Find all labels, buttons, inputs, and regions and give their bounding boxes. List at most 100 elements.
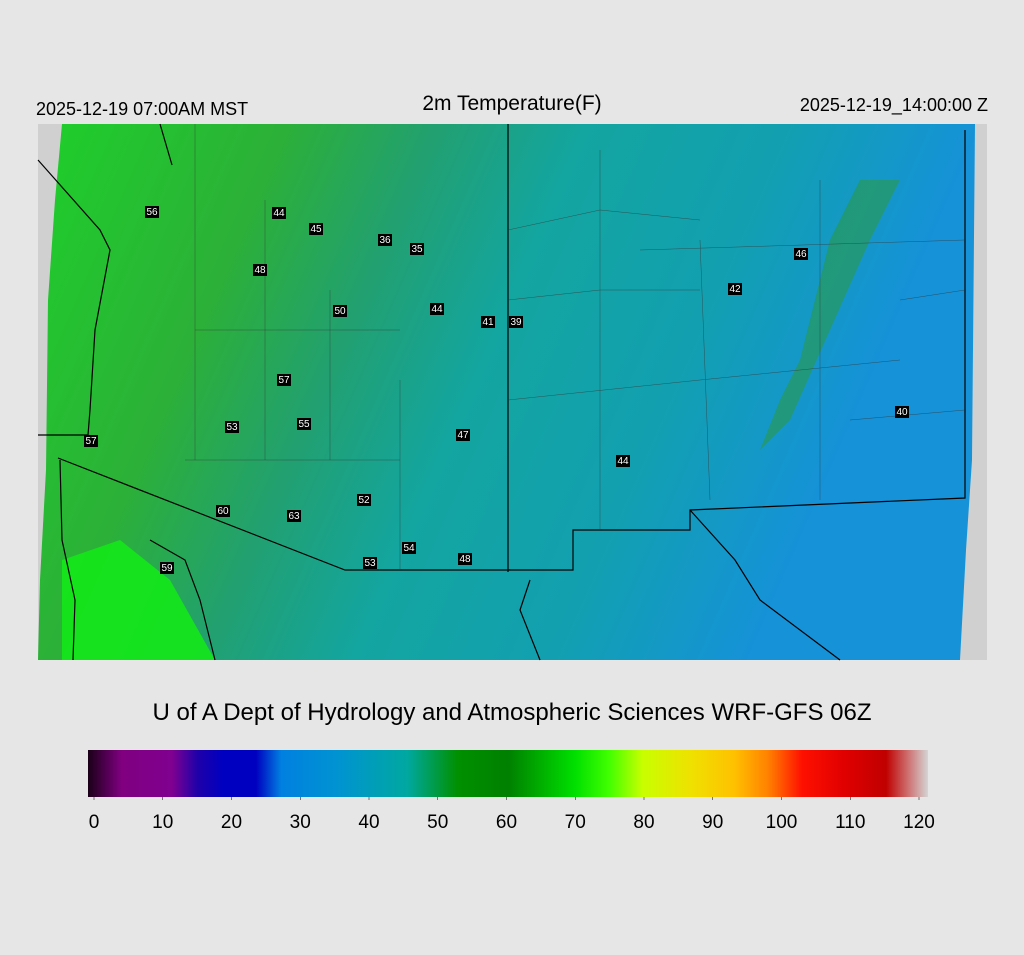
station-box xyxy=(430,303,444,315)
station: 48 xyxy=(253,264,267,276)
station: 41 xyxy=(481,316,495,328)
station-box xyxy=(357,494,371,506)
station: 57 xyxy=(277,374,291,386)
station: 57 xyxy=(84,435,98,447)
station-box xyxy=(309,223,323,235)
station-box xyxy=(216,505,230,517)
colorbar-tick-label: 50 xyxy=(427,812,448,833)
map-title: 2m Temperature(F) xyxy=(422,92,601,115)
station: 45 xyxy=(309,223,323,235)
station-temp: 55 xyxy=(298,419,310,430)
station: 42 xyxy=(728,283,742,295)
station-temp: 44 xyxy=(431,304,443,315)
station-temp: 56 xyxy=(146,207,158,218)
station: 40 xyxy=(895,406,909,418)
station: 60 xyxy=(216,505,230,517)
station: 63 xyxy=(287,510,301,522)
station-temp: 59 xyxy=(161,563,173,574)
station-temp: 39 xyxy=(510,317,522,328)
station-temp: 52 xyxy=(358,495,370,506)
station: 44 xyxy=(430,303,444,315)
station: 35 xyxy=(410,243,424,255)
station: 36 xyxy=(378,234,392,246)
station: 44 xyxy=(616,455,630,467)
station-temp: 53 xyxy=(364,558,376,569)
cool-ridge xyxy=(760,180,900,450)
temperature-field xyxy=(38,124,975,660)
warm-area xyxy=(62,540,215,660)
colorbar-tick-label: 110 xyxy=(835,812,865,833)
station: 47 xyxy=(456,429,470,441)
borders xyxy=(37,123,966,661)
station-temp: 42 xyxy=(729,284,741,295)
station-box xyxy=(481,316,495,328)
colorbar-tick-label: 10 xyxy=(152,812,173,833)
station-temp: 35 xyxy=(411,244,423,255)
station-box xyxy=(363,557,377,569)
station-temp: 36 xyxy=(379,235,391,246)
station-temp: 40 xyxy=(896,407,908,418)
station-box xyxy=(794,248,808,260)
colorbar-tick-label: 70 xyxy=(565,812,586,833)
station-box xyxy=(160,562,174,574)
station-temp: 46 xyxy=(795,249,807,260)
station-temp: 53 xyxy=(226,422,238,433)
station-temp: 47 xyxy=(457,430,469,441)
station: 53 xyxy=(225,421,239,433)
station-box xyxy=(378,234,392,246)
station: 48 xyxy=(458,553,472,565)
station-box xyxy=(272,207,286,219)
colorbar-tick-label: 120 xyxy=(903,812,935,833)
station-box xyxy=(225,421,239,433)
station-box xyxy=(728,283,742,295)
colorbar-tick-label: 100 xyxy=(766,812,798,833)
station-box xyxy=(616,455,630,467)
station: 59 xyxy=(160,562,174,574)
station: 46 xyxy=(794,248,808,260)
credit: U of A Dept of Hydrology and Atmospheric… xyxy=(153,699,872,726)
station-temp: 57 xyxy=(278,375,290,386)
colorbar-tick-label: 90 xyxy=(702,812,723,833)
station-temp: 41 xyxy=(482,317,494,328)
colorbar-tick-label: 40 xyxy=(358,812,379,833)
station: 39 xyxy=(509,316,523,328)
station-box xyxy=(277,374,291,386)
station-temp: 44 xyxy=(273,208,285,219)
colorbar-tick-label: 80 xyxy=(633,812,654,833)
station-box xyxy=(458,553,472,565)
station: 50 xyxy=(333,305,347,317)
station: 53 xyxy=(363,557,377,569)
station-temp: 48 xyxy=(459,554,471,565)
colorbar-tick-label: 20 xyxy=(221,812,242,833)
station: 56 xyxy=(145,206,159,218)
station-temp: 54 xyxy=(403,543,415,554)
colorbar-tick-label: 0 xyxy=(89,812,100,833)
colorbar-ramp xyxy=(88,750,928,797)
station-temp: 60 xyxy=(217,506,229,517)
map: 56 44 45 36 35 48 50 44 41 39 46 42 57 53 55 47 57 44 40 52… xyxy=(37,123,987,661)
station-box xyxy=(297,418,311,430)
station-box xyxy=(253,264,267,276)
valid-time-local: 2025-12-19 07:00AM MST xyxy=(36,99,248,119)
station-box xyxy=(895,406,909,418)
station-temp: 45 xyxy=(310,224,322,235)
station-temp: 44 xyxy=(617,456,629,467)
station: 54 xyxy=(402,542,416,554)
station-labels: 56 44 45 36 35 48 50 44 41 39 46 42 57 53 55 47 57 44 40 52… xyxy=(84,206,909,574)
colorbar-tick-label: 30 xyxy=(290,812,311,833)
station-temp: 63 xyxy=(288,511,300,522)
station-box xyxy=(456,429,470,441)
station-box xyxy=(287,510,301,522)
station-box xyxy=(84,435,98,447)
county-lines xyxy=(185,124,966,570)
station-box xyxy=(333,305,347,317)
station: 55 xyxy=(297,418,311,430)
station-temp: 57 xyxy=(85,436,97,447)
valid-time-utc: 2025-12-19_14:00:00 Z xyxy=(800,95,988,116)
station-box xyxy=(509,316,523,328)
colorbar-tick-label: 60 xyxy=(496,812,517,833)
station-temp: 50 xyxy=(334,306,346,317)
station: 52 xyxy=(357,494,371,506)
